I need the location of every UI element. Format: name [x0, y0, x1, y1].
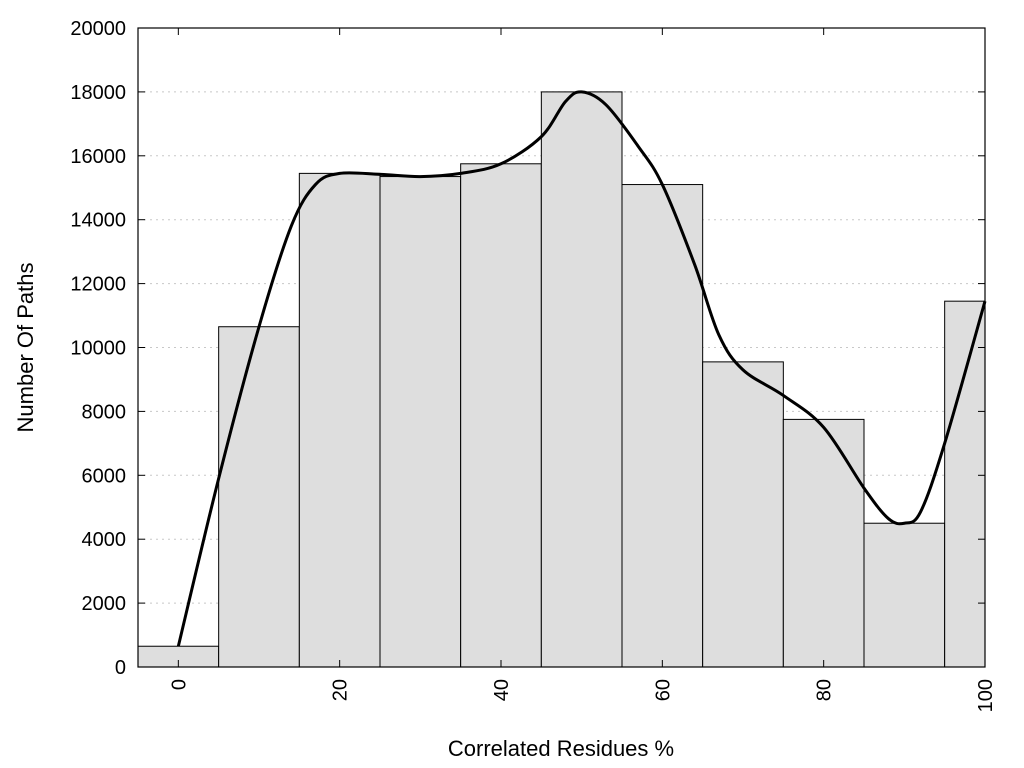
x-tick-label-40: 40 — [491, 679, 513, 701]
y-tick-label-4000: 4000 — [82, 529, 127, 551]
y-tick-label-18000: 18000 — [70, 82, 126, 104]
histogram-bar-60 — [621, 184, 704, 668]
histogram-bar-70 — [702, 361, 784, 668]
x-tick-label-80: 80 — [814, 679, 836, 701]
histogram-bar-80 — [782, 418, 865, 668]
histogram-bar-90 — [863, 522, 946, 668]
x-axis-label: Correlated Residues % — [448, 736, 674, 761]
histogram-bar-50 — [540, 91, 623, 668]
y-tick-label-14000: 14000 — [70, 210, 126, 232]
x-axis-ticks: 0 20 40 60 80 100 — [168, 28, 997, 712]
x-tick-label-20: 20 — [330, 679, 352, 701]
y-axis-label: Number Of Paths — [13, 263, 38, 433]
histogram-bar-20 — [298, 172, 381, 668]
y-tick-label-8000: 8000 — [82, 401, 127, 423]
histogram-bar-10 — [218, 326, 300, 668]
x-tick-label-60: 60 — [652, 679, 674, 701]
histogram-bar-100 — [944, 300, 986, 668]
histogram-bars — [137, 91, 986, 668]
histogram-bar-30 — [379, 176, 462, 668]
x-tick-label-0: 0 — [168, 679, 190, 690]
histogram-bar-40 — [460, 163, 542, 668]
y-tick-label-0: 0 — [115, 657, 126, 679]
y-tick-label-10000: 10000 — [70, 338, 126, 360]
y-tick-label-20000: 20000 — [70, 18, 126, 40]
y-tick-label-12000: 12000 — [70, 274, 126, 296]
smooth-curve-layer — [176, 90, 987, 647]
y-tick-label-16000: 16000 — [70, 146, 126, 168]
y-axis-ticks: 0 2000 4000 6000 8000 10000 12000 14000 16000 180… — [70, 18, 985, 679]
x-tick-label-100: 100 — [975, 679, 997, 712]
smoothed-trend-line — [176, 90, 987, 647]
y-tick-label-2000: 2000 — [82, 593, 127, 615]
y-tick-label-6000: 6000 — [82, 465, 127, 487]
